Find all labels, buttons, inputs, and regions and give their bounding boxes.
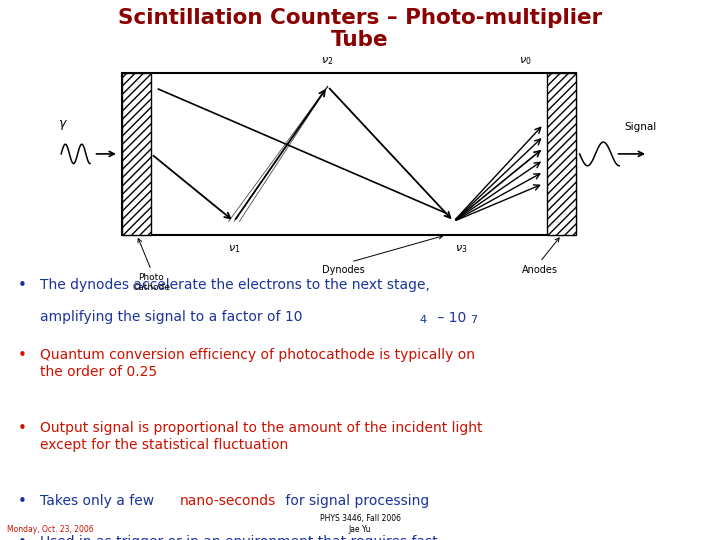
Text: Monday, Oct. 23, 2006: Monday, Oct. 23, 2006 <box>7 524 94 534</box>
Text: $\nu_2$: $\nu_2$ <box>321 56 334 68</box>
Text: Anodes: Anodes <box>522 265 558 275</box>
Bar <box>122 73 576 235</box>
Text: $\nu_3$: $\nu_3$ <box>454 243 467 255</box>
Text: for signal processing: for signal processing <box>281 494 429 508</box>
Text: •: • <box>18 494 27 509</box>
Text: Used in as trigger or in an environment that requires fast
response: Used in as trigger or in an environment … <box>40 535 437 540</box>
Text: amplifying the signal to a factor of 10: amplifying the signal to a factor of 10 <box>40 310 302 325</box>
Text: Scintillation Counters – Photo-multiplier: Scintillation Counters – Photo-multiplie… <box>118 8 602 28</box>
Text: Dynodes: Dynodes <box>323 265 365 275</box>
Text: Takes only a few: Takes only a few <box>40 494 158 508</box>
Text: •: • <box>18 535 27 540</box>
Bar <box>547 73 576 235</box>
Bar <box>122 73 151 235</box>
Text: $\nu_1$: $\nu_1$ <box>228 243 240 255</box>
Text: $\nu_0$: $\nu_0$ <box>519 56 532 68</box>
Text: The dynodes accelerate the electrons to the next stage,: The dynodes accelerate the electrons to … <box>40 278 429 292</box>
Text: 4: 4 <box>420 315 427 325</box>
Text: 7: 7 <box>470 315 477 325</box>
Text: Signal: Signal <box>625 122 657 132</box>
Text: •: • <box>18 278 27 293</box>
Text: nano-seconds: nano-seconds <box>180 494 276 508</box>
Text: Tube: Tube <box>331 30 389 50</box>
Text: PHYS 3446, Fall 2006
Jae Yu: PHYS 3446, Fall 2006 Jae Yu <box>320 514 400 534</box>
Text: Photo
Cathode: Photo Cathode <box>132 273 170 292</box>
Text: $\gamma$: $\gamma$ <box>58 118 68 132</box>
Text: – 10: – 10 <box>433 310 466 325</box>
Text: Output signal is proportional to the amount of the incident light
except for the: Output signal is proportional to the amo… <box>40 421 482 452</box>
Text: •: • <box>18 348 27 363</box>
Text: Quantum conversion efficiency of photocathode is typically on
the order of 0.25: Quantum conversion efficiency of photoca… <box>40 348 474 379</box>
Text: •: • <box>18 421 27 436</box>
